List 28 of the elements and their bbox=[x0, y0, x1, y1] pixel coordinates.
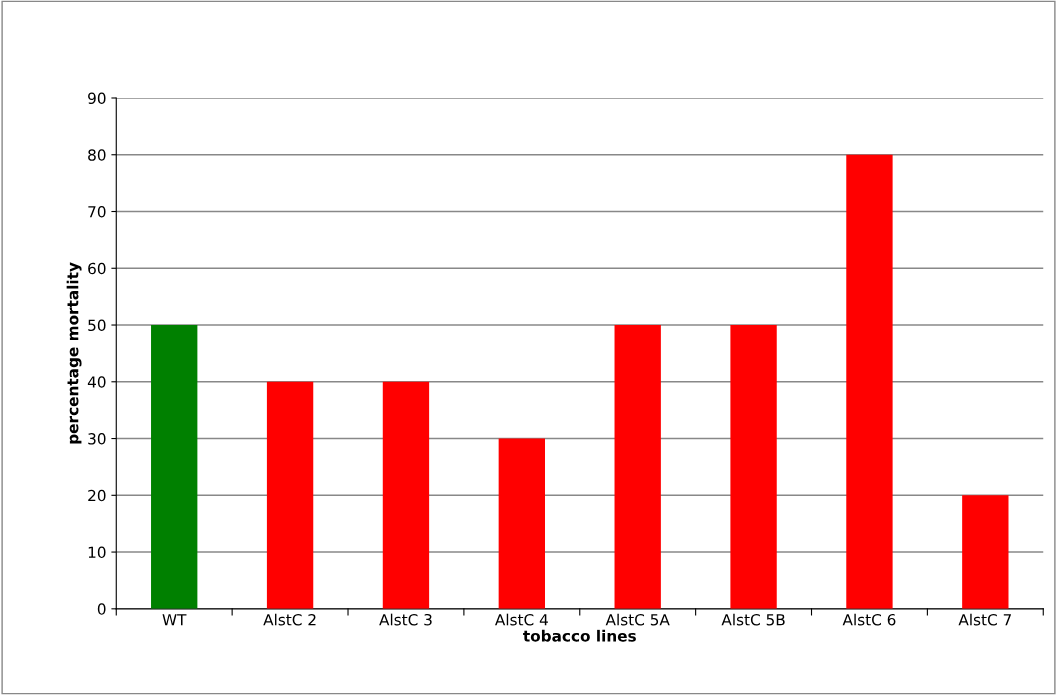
x-tick-label: AlstC 5A bbox=[605, 613, 670, 626]
bar bbox=[151, 325, 198, 609]
y-tick-label: 80 bbox=[88, 149, 106, 161]
x-tick-label: AlstC 3 bbox=[379, 613, 432, 626]
bar bbox=[962, 495, 1009, 609]
y-tick-label: 70 bbox=[88, 205, 106, 218]
bar bbox=[614, 325, 661, 609]
bar bbox=[498, 438, 545, 609]
bar bbox=[730, 325, 777, 609]
x-axis-title: tobacco lines bbox=[523, 629, 636, 642]
y-tick-label: 90 bbox=[88, 92, 106, 105]
y-axis-title: percentage mortality bbox=[66, 262, 82, 444]
x-tick-label: WT bbox=[162, 614, 187, 626]
y-tick-label: 30 bbox=[88, 433, 106, 445]
y-tick-label: 0 bbox=[97, 603, 106, 615]
y-tick-label: 50 bbox=[88, 319, 106, 332]
x-tick-label: AlstC 2 bbox=[263, 613, 316, 626]
y-tick-label: 60 bbox=[88, 262, 106, 275]
y-tick-label: 20 bbox=[88, 489, 106, 502]
y-tick-label: 40 bbox=[87, 376, 106, 388]
x-tick-label: AlstC 4 bbox=[495, 613, 548, 626]
x-tick-label: AlstC 5B bbox=[721, 613, 785, 626]
y-tick-label: 10 bbox=[88, 546, 106, 559]
bar bbox=[266, 381, 314, 609]
x-tick-label: AlstC 7 bbox=[958, 613, 1011, 626]
bar bbox=[846, 154, 893, 609]
x-tick-label: AlstC 6 bbox=[842, 613, 896, 626]
bar bbox=[382, 381, 430, 609]
